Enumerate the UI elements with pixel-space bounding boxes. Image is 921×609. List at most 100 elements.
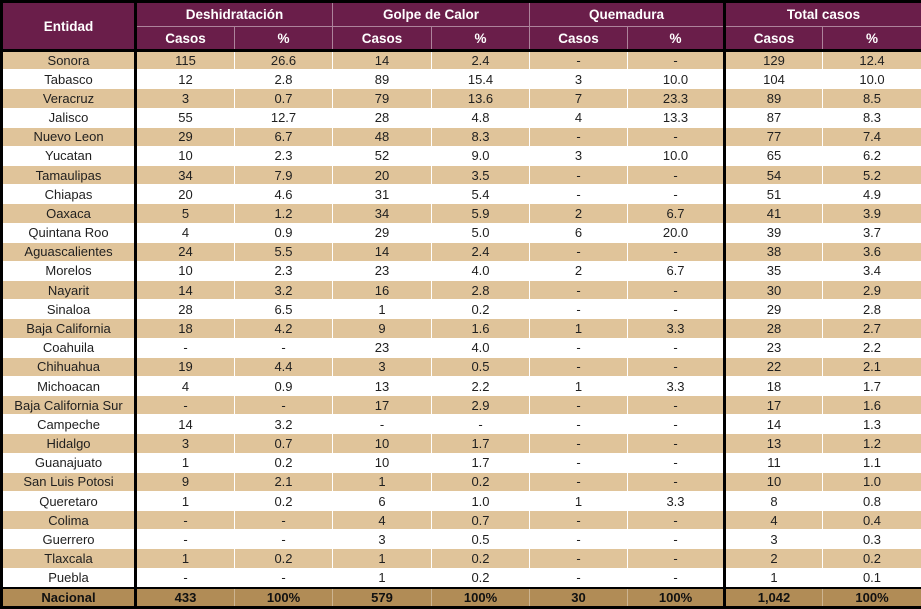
value-cell: 23 [332, 260, 432, 281]
value-cell: - [627, 452, 725, 473]
entity-cell: Jalisco [1, 107, 136, 128]
table-row-colima: Colima - -4 0.7- -4 0.4 [1, 510, 921, 530]
value-cell: 6.7 [627, 203, 725, 224]
value-cell: 0.4 [822, 510, 921, 530]
value-cell: 54 [723, 165, 823, 185]
table-body: Sonora 115 26.6 14 2.4- -129 12.4 Tabasco 12 2.8 8… [1, 49, 921, 588]
value-cell: 9 [134, 471, 235, 492]
value-cell: - [627, 395, 725, 415]
value-cell: 77 [723, 126, 823, 147]
value-cell: 10 [134, 145, 235, 166]
table-row-sinaloa: Sinaloa 28 6.5 1 0.2- -29 2.8 [1, 299, 921, 319]
value-cell: 7.9 [234, 165, 333, 185]
value-cell: 3.4 [822, 260, 921, 281]
value-cell: 2.3 [234, 145, 333, 166]
value-cell: 4.4 [234, 356, 333, 377]
value-cell: - [627, 241, 725, 262]
value-cell: 89 [723, 88, 823, 109]
table-row-tlaxcala: Tlaxcala 1 0.2 1 0.2- -2 0.2 [1, 548, 921, 569]
value-cell: 3.2 [234, 414, 333, 434]
value-cell: 6 [332, 490, 432, 511]
value-cell: - [332, 414, 432, 434]
value-cell: 1.2 [822, 433, 921, 454]
table-row-chiapas: Chiapas 20 4.6 31 5.4- -51 4.9 [1, 184, 921, 204]
value-cell: 52 [332, 145, 432, 166]
value-cell: 3 [332, 356, 432, 377]
value-cell: 24 [134, 241, 235, 262]
table-row-veracruz: Veracruz 3 0.7 79 13.6 7 23.3 89 8.5 [1, 88, 921, 109]
value-cell: 89 [332, 69, 432, 89]
value-cell: 9 [332, 318, 432, 339]
entity-cell: Oaxaca [1, 203, 136, 224]
sub-header-row: Casos% Casos% Casos% Casos% [2, 26, 921, 52]
value-cell: 2.9 [431, 395, 530, 415]
value-cell: 129 [723, 49, 823, 70]
col-sub-quemadura-casos: Casos [529, 26, 628, 52]
entity-cell: Hidalgo [1, 433, 136, 454]
value-cell: 8.5 [822, 88, 921, 109]
value-cell: - [529, 395, 628, 415]
table-row-puebla: Puebla - -1 0.2- -1 0.1 [1, 567, 921, 588]
col-sub-deshidrataci-n--: % [234, 26, 333, 52]
footer-value-cell: 1,042 [723, 586, 823, 608]
entity-cell: San Luis Potosi [1, 471, 136, 492]
value-cell: 15.4 [431, 69, 530, 89]
value-cell: 1 [332, 567, 432, 588]
table-row-baja-california: Baja California 18 4.2 9 1.6 1 3.3 28 2.7 [1, 318, 921, 339]
value-cell: 8 [723, 490, 823, 511]
value-cell: 35 [723, 260, 823, 281]
value-cell: - [529, 337, 628, 358]
value-cell: 23.3 [627, 88, 725, 109]
value-cell: 2.2 [431, 375, 530, 396]
table-row-san-luis-potosi: San Luis Potosi 9 2.1 1 0.2- -10 1.0 [1, 471, 921, 492]
value-cell: 4 [529, 107, 628, 128]
value-cell: 6 [529, 222, 628, 243]
value-cell: 13 [332, 375, 432, 396]
value-cell: 0.8 [822, 490, 921, 511]
value-cell: 0.2 [431, 299, 530, 319]
value-cell: 2.4 [431, 49, 530, 70]
value-cell: - [234, 529, 333, 549]
value-cell: 5.4 [431, 184, 530, 204]
footer-value-cell: 30 [529, 586, 628, 608]
value-cell: 48 [332, 126, 432, 147]
value-cell: 51 [723, 184, 823, 204]
value-cell: 5.9 [431, 203, 530, 224]
value-cell: - [627, 356, 725, 377]
value-cell: - [529, 241, 628, 262]
col-sub-golpe-de-calor-casos: Casos [332, 26, 432, 52]
entity-cell: Puebla [1, 567, 136, 588]
value-cell: 12 [134, 69, 235, 89]
value-cell: 79 [332, 88, 432, 109]
value-cell: 4.6 [234, 184, 333, 204]
table-footer: Nacional 433 100% 579 100% 30 100% 1,042 100% [1, 586, 921, 608]
value-cell: - [627, 414, 725, 434]
value-cell: 19 [134, 356, 235, 377]
table-header: Entidad Deshidratación Golpe de Calor Qu… [1, 1, 921, 52]
table-row-sonora: Sonora 115 26.6 14 2.4- -129 12.4 [1, 49, 921, 70]
value-cell: 1 [134, 452, 235, 473]
value-cell: 6.2 [822, 145, 921, 166]
table-row-baja-california-sur: Baja California Sur - -17 2.9- -17 1.6 [1, 395, 921, 415]
table-row-morelos: Morelos 10 2.3 23 4.0 2 6.7 35 3.4 [1, 260, 921, 281]
entity-cell: Nayarit [1, 280, 136, 300]
value-cell: 0.5 [431, 529, 530, 549]
table-row-queretaro: Queretaro 1 0.2 6 1.0 1 3.3 8 0.8 [1, 490, 921, 511]
value-cell: - [627, 126, 725, 147]
entity-cell: Michoacan [1, 375, 136, 396]
col-group-deshidratacion: Deshidratación [135, 1, 333, 27]
value-cell: 10.0 [822, 69, 921, 89]
value-cell: 4.0 [431, 260, 530, 281]
value-cell: 3 [134, 88, 235, 109]
table-row-jalisco: Jalisco 55 12.7 28 4.8 4 13.3 87 8.3 [1, 107, 921, 128]
value-cell: 29 [723, 299, 823, 319]
value-cell: 55 [134, 107, 235, 128]
entity-cell: Sinaloa [1, 299, 136, 319]
value-cell: 29 [332, 222, 432, 243]
value-cell: - [627, 510, 725, 530]
value-cell: 3.3 [627, 375, 725, 396]
table-row-michoacan: Michoacan 4 0.9 13 2.2 1 3.3 18 1.7 [1, 375, 921, 396]
value-cell: - [529, 184, 628, 204]
value-cell: 0.9 [234, 222, 333, 243]
value-cell: 2 [529, 203, 628, 224]
